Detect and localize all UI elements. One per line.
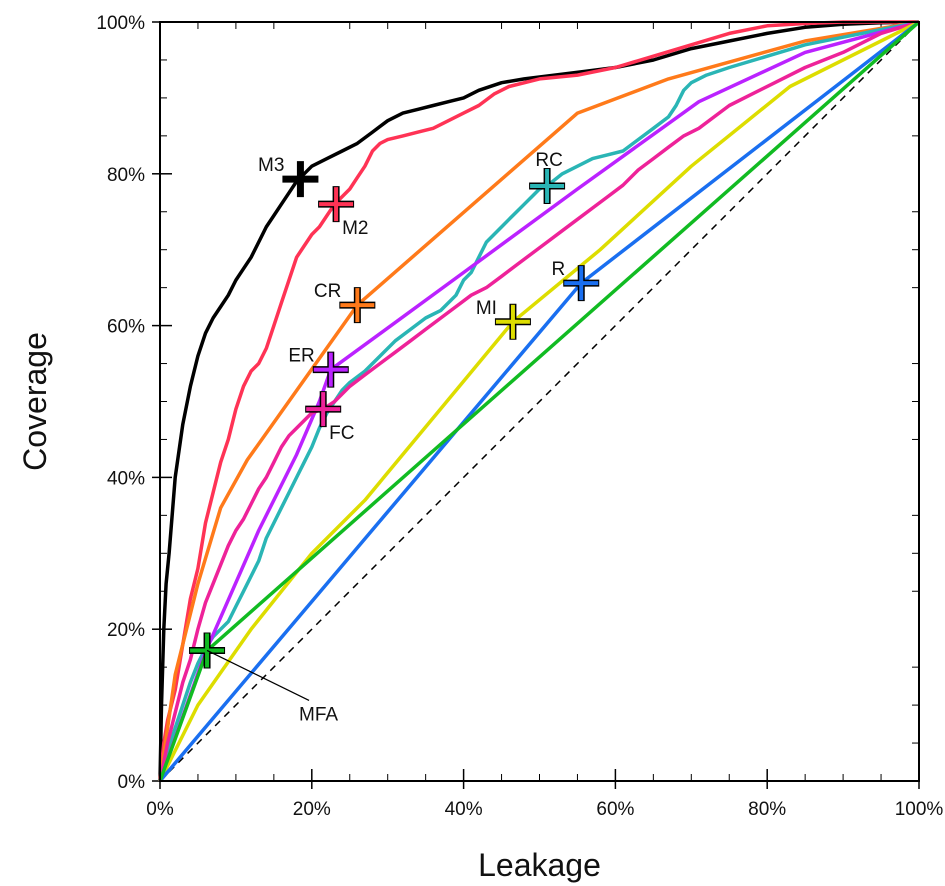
marker-label-cr: CR	[314, 281, 341, 302]
x-tick-label: 0%	[146, 799, 174, 820]
reference-diagonal-line	[159, 21, 920, 782]
x-tick-labels: 0% 20% 40% 60% 80% 100%	[146, 799, 943, 820]
marker-label-rc: RC	[535, 150, 562, 171]
y-tick-labels: 0% 20% 40% 60% 80% 100%	[96, 13, 145, 793]
x-tick-label: 80%	[748, 799, 786, 820]
series-line-fc	[158, 20, 920, 782]
marker-label-mi: MI	[476, 298, 497, 319]
marker-mfa: MFA	[189, 632, 338, 725]
y-tick-label: 40%	[107, 468, 145, 489]
marker-callout-line	[206, 649, 310, 702]
marker-label-er: ER	[288, 346, 314, 367]
y-tick-label: 0%	[118, 772, 146, 793]
marker-label-r: R	[552, 259, 566, 280]
marker-fc: FC	[305, 391, 355, 444]
y-tick-label: 20%	[107, 620, 145, 641]
marker-m3: M3	[258, 155, 319, 198]
y-tick-label: 80%	[107, 165, 145, 186]
y-tick-label: 100%	[96, 13, 145, 34]
x-tick-label: 40%	[445, 799, 483, 820]
marker-label-m3: M3	[258, 155, 284, 176]
marker-m2: M2	[318, 186, 368, 239]
x-tick-label: 60%	[596, 799, 634, 820]
x-tick-label: 20%	[293, 799, 331, 820]
marker-er: ER	[288, 346, 349, 388]
plot-frame	[159, 21, 920, 782]
marker-label-fc: FC	[329, 423, 354, 444]
y-axis-title: Coverage	[17, 332, 53, 471]
marker-cr: CR	[314, 281, 376, 324]
marker-label-mfa: MFA	[299, 704, 338, 725]
series-line-rc	[158, 20, 920, 782]
marker-r: R	[552, 259, 600, 302]
marker-rc: RC	[529, 150, 566, 204]
x-axis-title: Leakage	[478, 847, 601, 883]
series-line-mi	[158, 20, 920, 782]
minor-ticks	[160, 22, 919, 781]
marker-label-m2: M2	[342, 218, 368, 239]
series-line-cr	[158, 20, 920, 782]
series-markers: M3 M2 CR RC ER FC MI R MFA	[189, 150, 600, 725]
x-tick-label: 100%	[895, 799, 944, 820]
marker-mi: MI	[476, 298, 531, 340]
y-tick-label: 60%	[107, 317, 145, 338]
